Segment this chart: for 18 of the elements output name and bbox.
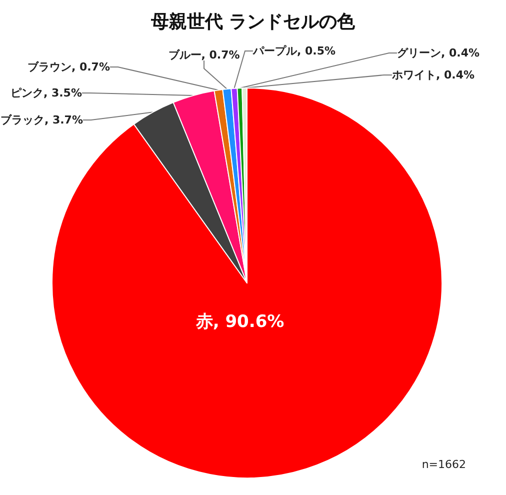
data-label: , 0.5% bbox=[297, 44, 336, 58]
slice-label: ホワイト bbox=[391, 68, 436, 82]
chart-title: 母親世代 ランドセルの色 bbox=[150, 12, 356, 32]
data-label: , 3.5% bbox=[43, 86, 82, 100]
data-label: , 90.6% bbox=[212, 312, 284, 332]
slice-label: パープル bbox=[252, 44, 298, 58]
slice-label: グリーン bbox=[397, 46, 441, 60]
data-label: , 0.7% bbox=[201, 48, 240, 62]
slice-label: 赤 bbox=[194, 312, 213, 332]
slice-label: ブラウン bbox=[27, 60, 72, 74]
text: n=1662 bbox=[422, 458, 466, 471]
data-label: , 0.7% bbox=[71, 60, 110, 74]
slice-label: ブルー bbox=[168, 48, 202, 62]
data-label: , 0.4% bbox=[441, 46, 480, 60]
data-label: , 0.4% bbox=[436, 68, 475, 82]
slice-label: ピンク bbox=[10, 86, 44, 100]
slice-label: ブラック bbox=[0, 114, 44, 126]
data-label: , 3.7% bbox=[44, 114, 83, 126]
